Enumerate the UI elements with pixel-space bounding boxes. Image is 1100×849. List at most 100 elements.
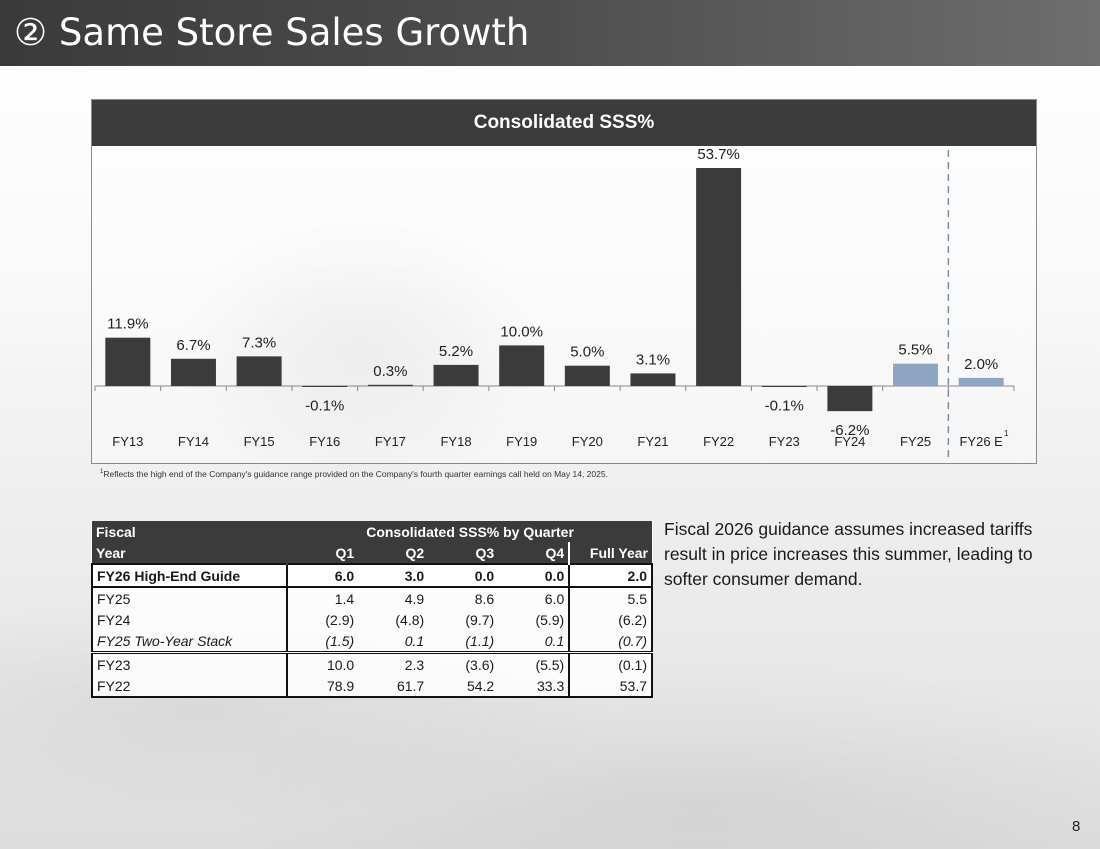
table-row: FY26 High-End Guide 6.0 3.0 0.0 0.0 2.0 — [90, 563, 653, 588]
category-label: FY13 — [112, 434, 143, 449]
cell-q2: 2.3 — [358, 651, 429, 675]
title-bar: ② Same Store Sales Growth — [0, 0, 1100, 66]
cell-q3: 8.6 — [474, 590, 495, 607]
bar-fy18 — [433, 364, 479, 386]
cell-q4: 0.1 — [544, 632, 565, 649]
bar-fy22 — [696, 168, 742, 386]
cell-q1: 78.9 — [287, 675, 359, 698]
footnote-text: Reflects the high end of the Company's g… — [103, 469, 608, 479]
header-fiscal: Fiscal — [92, 521, 289, 542]
category-label: FY21 — [637, 434, 668, 449]
category-label: FY25 — [900, 434, 931, 449]
guidance-commentary: Fiscal 2026 guidance assumes increased t… — [664, 519, 1033, 589]
table-row: FY23 10.0 2.3 (3.6) (5.5) (0.1) — [90, 651, 653, 675]
bar-fy19 — [499, 345, 545, 386]
data-label: 3.1% — [636, 351, 670, 368]
row-label: FY24 — [90, 609, 289, 630]
cell-q4: (5.5) — [498, 651, 570, 675]
data-label: 2.0% — [964, 356, 998, 373]
category-label: FY15 — [244, 434, 275, 449]
bar-fy25 — [893, 363, 939, 386]
footnote-marker: 1 — [100, 469, 104, 476]
chart-title: Consolidated SSS% — [92, 100, 1036, 146]
data-label: -0.1% — [305, 397, 344, 414]
row-label: FY23 — [90, 651, 289, 675]
cell-full-year: (0.7) — [568, 630, 653, 653]
bar-fy23 — [761, 386, 807, 387]
sss-chart: Consolidated SSS% 11.9% FY13 6.7% FY14 7.3% F… — [91, 99, 1037, 464]
data-label: 5.2% — [439, 343, 473, 360]
category-label: FY24 — [834, 434, 865, 449]
category-label: FY20 — [572, 434, 603, 449]
header-group-label: Consolidated SSS% by Quarter — [287, 521, 652, 542]
cell-q1: 1.4 — [334, 590, 355, 607]
row-label: FY25 — [90, 587, 289, 609]
bar-fy17 — [367, 384, 413, 386]
bar-fy13 — [105, 337, 151, 386]
header-year: Year — [92, 542, 289, 564]
row-label: FY25 Two-Year Stack — [90, 630, 289, 653]
bar-fy20 — [564, 365, 610, 386]
bar-fy14 — [170, 358, 216, 386]
category-label: FY14 — [178, 434, 209, 449]
category-label: FY17 — [375, 434, 406, 449]
page-title: ② Same Store Sales Growth — [14, 11, 530, 54]
cell-full-year: 53.7 — [568, 675, 653, 698]
cell-q3: (1.1) — [465, 632, 495, 649]
bar-fy24 — [827, 386, 873, 412]
cell-q2: 4.9 — [404, 590, 425, 607]
cell-q3: 54.2 — [428, 675, 499, 698]
bar-fy16 — [302, 386, 348, 387]
category-label: FY26 E — [959, 434, 1003, 449]
cell-q3: (3.6) — [428, 651, 499, 675]
cell-q4: 0.0 — [498, 563, 570, 588]
row-label: FY22 — [90, 675, 289, 698]
cell-q1: 10.0 — [287, 651, 359, 675]
cell-q3: 0.0 — [428, 563, 499, 588]
header-q3: Q3 — [428, 542, 499, 564]
table-row: FY25 1.4 4.9 8.6 6.0 5.5 — [90, 587, 653, 609]
cell-full-year: (0.1) — [568, 651, 653, 675]
data-label: 10.0% — [500, 323, 543, 340]
category-label: FY22 — [703, 434, 734, 449]
data-label: 11.9% — [107, 316, 148, 333]
cell-full-year: 2.0 — [568, 563, 653, 588]
data-label: 5.5% — [898, 342, 932, 359]
data-label: -0.1% — [765, 397, 804, 414]
category-label: FY18 — [440, 434, 471, 449]
table-header-row-2: Year Q1 Q2 Q3 Q4 Full Year — [92, 542, 652, 564]
data-label: 0.3% — [373, 363, 407, 380]
cell-q2: (4.8) — [395, 611, 425, 628]
data-label: -6.2% — [830, 422, 869, 439]
cell-q1: (2.9) — [325, 611, 355, 628]
bar-fy21 — [630, 373, 676, 386]
header-full-year: Full Year — [568, 542, 652, 564]
data-label: 6.7% — [176, 337, 210, 354]
cell-full-year: 5.5 — [568, 587, 653, 609]
page-number: 8 — [1072, 818, 1081, 835]
category-label: FY16 — [309, 434, 340, 449]
data-label: 7.3% — [242, 334, 276, 351]
cell-q2: 61.7 — [358, 675, 429, 698]
header-q2: Q2 — [358, 542, 429, 564]
cell-q3: (9.7) — [465, 611, 495, 628]
category-superscript: 1 — [1004, 429, 1009, 438]
table-row: FY24 (2.9) (4.8) (9.7) (5.9) (6.2) — [90, 609, 653, 630]
header-q1: Q1 — [287, 542, 359, 564]
chart-footnote: 1Reflects the high end of the Company's … — [100, 469, 608, 479]
data-label: 5.0% — [570, 344, 604, 361]
category-label: FY23 — [769, 434, 800, 449]
cell-q2: 3.0 — [358, 563, 429, 588]
table-header-row-1: Fiscal Consolidated SSS% by Quarter — [92, 521, 652, 542]
header-q4: Q4 — [498, 542, 570, 564]
quarterly-sss-table: Fiscal Consolidated SSS% by Quarter Year… — [90, 521, 653, 698]
cell-q1: (1.5) — [325, 632, 355, 649]
cell-q4: 6.0 — [544, 590, 565, 607]
table-row: FY22 78.9 61.7 54.2 33.3 53.7 — [90, 675, 653, 698]
cell-q2: 0.1 — [404, 632, 425, 649]
cell-q4: (5.9) — [535, 611, 565, 628]
data-label: 53.7% — [697, 146, 740, 163]
row-label: FY26 High-End Guide — [90, 563, 289, 588]
cell-full-year: (6.2) — [568, 609, 653, 630]
cell-q1: 6.0 — [287, 563, 359, 588]
